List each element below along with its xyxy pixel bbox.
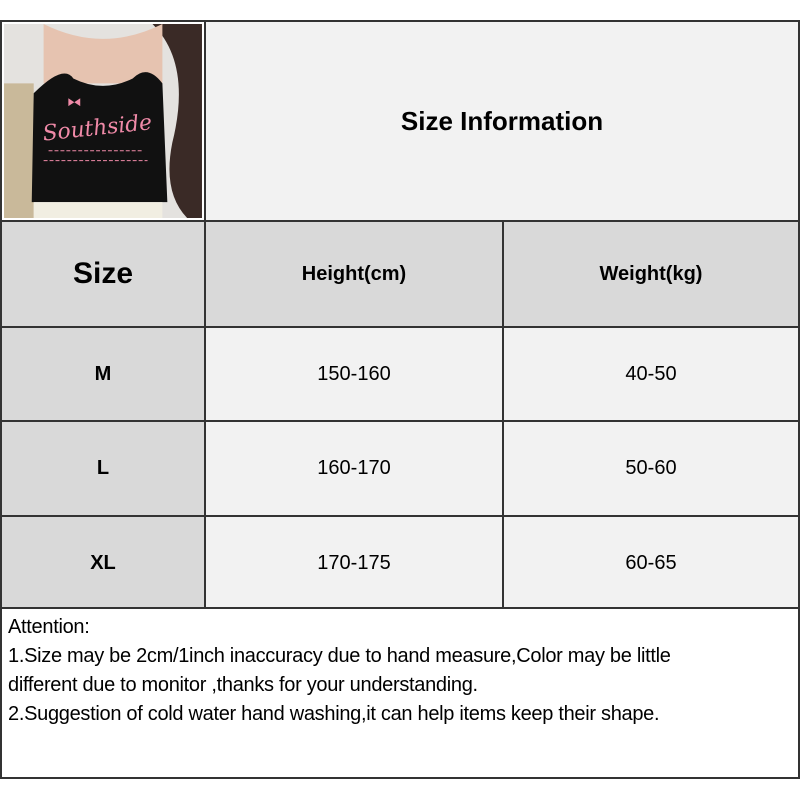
row-xl-size: XL <box>0 515 206 611</box>
attention-heading: Attention: <box>8 616 90 638</box>
product-photo: Southside <box>0 20 206 222</box>
row-m-height: 150-160 <box>204 326 504 422</box>
tank-top-photo: Southside <box>4 24 202 218</box>
attention-line: 1.Size may be 2cm/1inch inaccuracy due t… <box>8 645 671 667</box>
attention-line: different due to monitor ,thanks for you… <box>8 674 478 696</box>
row-xl-weight: 60-65 <box>502 515 800 611</box>
row-l-weight: 50-60 <box>502 420 800 517</box>
row-m-size: M <box>0 326 206 422</box>
header-height: Height(cm) <box>204 220 504 328</box>
attention-notes: Attention: 1.Size may be 2cm/1inch inacc… <box>0 607 800 779</box>
header-size: Size <box>0 220 206 328</box>
page-title: Size Information <box>204 20 800 222</box>
row-xl-height: 170-175 <box>204 515 504 611</box>
header-weight: Weight(kg) <box>502 220 800 328</box>
attention-line: 2.Suggestion of cold water hand washing,… <box>8 703 660 725</box>
row-l-size: L <box>0 420 206 517</box>
row-m-weight: 40-50 <box>502 326 800 422</box>
row-l-height: 160-170 <box>204 420 504 517</box>
